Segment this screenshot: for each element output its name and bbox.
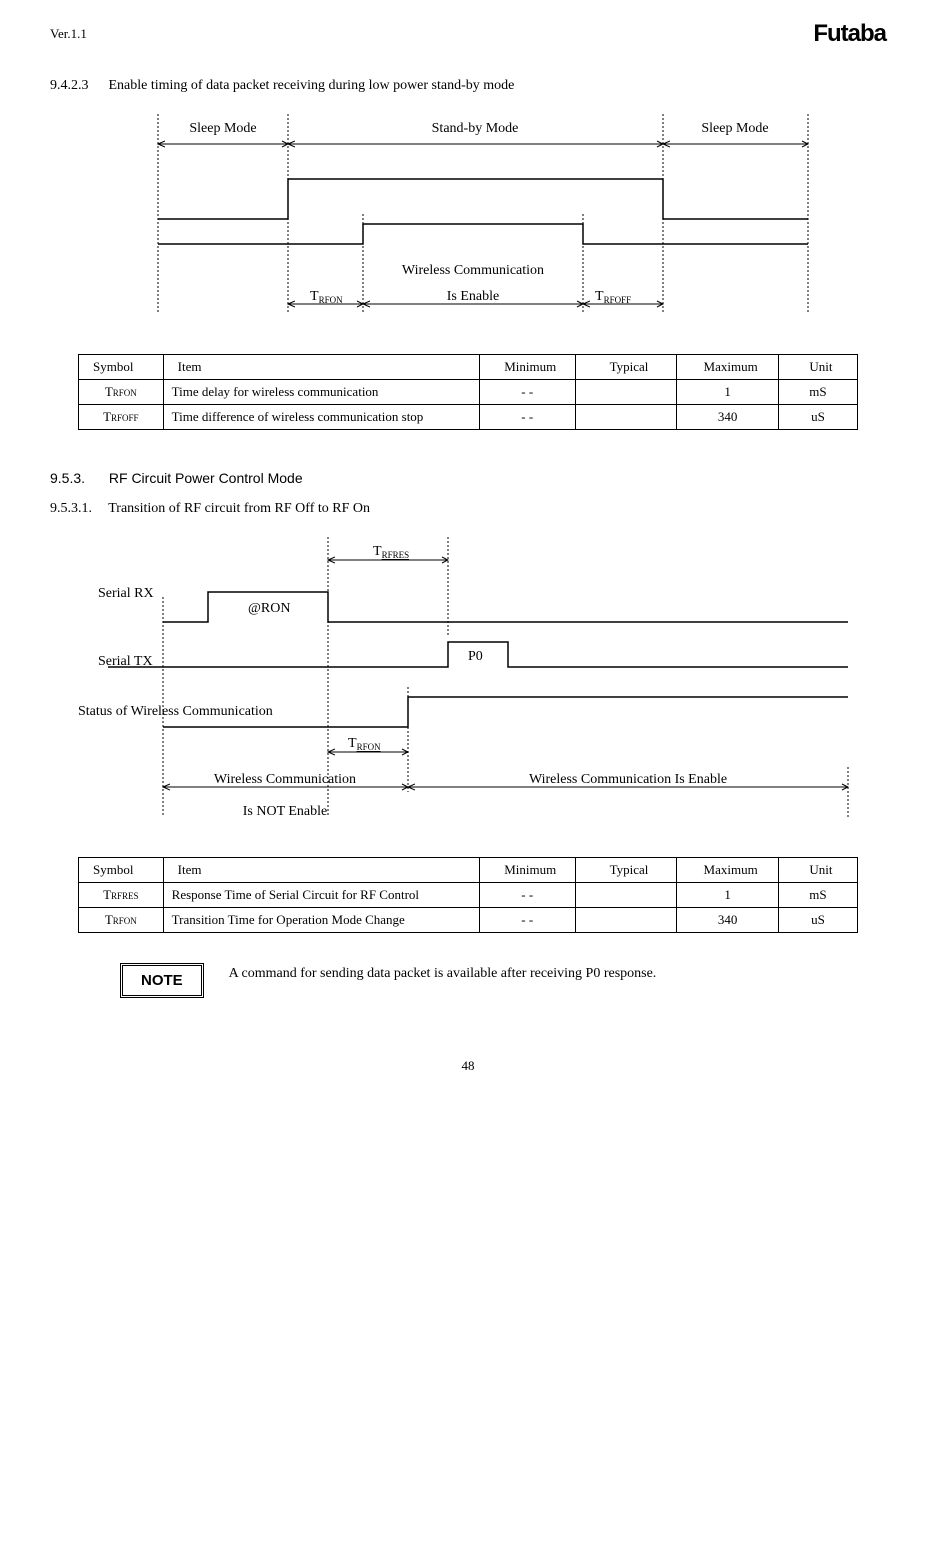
section-9423: 9.4.2.3 Enable timing of data packet rec… xyxy=(50,78,886,94)
cell-min: - - xyxy=(479,883,575,908)
section-title: Enable timing of data packet receiving d… xyxy=(109,78,515,93)
th-unit: Unit xyxy=(778,858,857,883)
cell-min: - - xyxy=(479,908,575,933)
section-title: Transition of RF circuit from RF Off to … xyxy=(108,501,370,516)
section-9531: 9.5.3.1. Transition of RF circuit from R… xyxy=(50,501,886,517)
table-row: TRFOFF Time difference of wireless commu… xyxy=(79,405,858,430)
sleep-mode-left: Sleep Mode xyxy=(189,121,256,136)
trfon-label2: TRFON xyxy=(348,736,381,752)
wireless-comm: Wireless Communication xyxy=(402,263,544,278)
trfoff-label: TRFOFF xyxy=(595,289,631,305)
th-unit: Unit xyxy=(778,355,857,380)
th-max: Maximum xyxy=(677,355,779,380)
cell-typ xyxy=(575,883,677,908)
cell-symbol: TRFON xyxy=(79,380,164,405)
timing-table-2: Symbol Item Minimum Typical Maximum Unit… xyxy=(78,857,858,933)
cell-symbol: TRFON xyxy=(79,908,164,933)
logo: Futaba xyxy=(813,20,886,48)
section-953: 9.5.3. RF Circuit Power Control Mode xyxy=(50,470,886,486)
cell-symbol: TRFOFF xyxy=(79,405,164,430)
cell-item: Time delay for wireless communication xyxy=(163,380,479,405)
cell-max: 340 xyxy=(677,908,779,933)
wc-not-enable2: Is NOT Enable xyxy=(243,804,328,819)
th-symbol: Symbol xyxy=(79,858,164,883)
note-label: NOTE xyxy=(120,963,204,998)
cell-unit: uS xyxy=(778,405,857,430)
table-row: TRFON Time delay for wireless communicat… xyxy=(79,380,858,405)
version-text: Ver.1.1 xyxy=(50,26,87,42)
page-header: Ver.1.1 Futaba xyxy=(50,20,886,48)
cell-typ xyxy=(575,405,677,430)
status-label: Status of Wireless Communication xyxy=(78,704,273,719)
cell-max: 340 xyxy=(677,405,779,430)
note-block: NOTE A command for sending data packet i… xyxy=(120,963,886,998)
cell-max: 1 xyxy=(677,883,779,908)
th-max: Maximum xyxy=(677,858,779,883)
serial-rx-label: Serial RX xyxy=(98,586,154,601)
th-min: Minimum xyxy=(479,355,575,380)
table-row: TRFON Transition Time for Operation Mode… xyxy=(79,908,858,933)
wc-not-enable: Wireless Communication xyxy=(214,772,356,787)
cell-unit: uS xyxy=(778,908,857,933)
cell-typ xyxy=(575,380,677,405)
is-enable: Is Enable xyxy=(447,289,499,304)
cell-min: - - xyxy=(479,405,575,430)
standby-mode: Stand-by Mode xyxy=(432,121,519,136)
th-symbol: Symbol xyxy=(79,355,164,380)
cell-item: Response Time of Serial Circuit for RF C… xyxy=(163,883,479,908)
cell-max: 1 xyxy=(677,380,779,405)
th-typ: Typical xyxy=(575,355,677,380)
th-min: Minimum xyxy=(479,858,575,883)
timing-diagram-1: Sleep Mode Stand-by Mode Sleep Mode Wire… xyxy=(108,114,828,324)
th-item: Item xyxy=(163,858,479,883)
p0-label: P0 xyxy=(468,649,483,664)
th-item: Item xyxy=(163,355,479,380)
cell-item: Time difference of wireless communicatio… xyxy=(163,405,479,430)
note-text: A command for sending data packet is ava… xyxy=(229,963,657,982)
table-row: TRFRES Response Time of Serial Circuit f… xyxy=(79,883,858,908)
section-title: RF Circuit Power Control Mode xyxy=(109,470,303,486)
cell-unit: mS xyxy=(778,883,857,908)
cell-typ xyxy=(575,908,677,933)
wc-enable: Wireless Communication Is Enable xyxy=(529,772,727,787)
cell-unit: mS xyxy=(778,380,857,405)
cell-min: - - xyxy=(479,380,575,405)
table-header-row: Symbol Item Minimum Typical Maximum Unit xyxy=(79,355,858,380)
section-num: 9.5.3.1. xyxy=(50,501,105,517)
trfon-label: TRFON xyxy=(310,289,343,305)
cell-symbol: TRFRES xyxy=(79,883,164,908)
timing-diagram-2: TRFRES Serial RX @RON Serial TX P0 Statu… xyxy=(78,537,858,827)
cell-item: Transition Time for Operation Mode Chang… xyxy=(163,908,479,933)
ron-label: @RON xyxy=(248,601,290,616)
page-number: 48 xyxy=(50,1058,886,1074)
table-header-row: Symbol Item Minimum Typical Maximum Unit xyxy=(79,858,858,883)
section-num: 9.5.3. xyxy=(50,470,105,486)
section-num: 9.4.2.3 xyxy=(50,78,105,94)
timing-table-1: Symbol Item Minimum Typical Maximum Unit… xyxy=(78,354,858,430)
trfres-label: TRFRES xyxy=(373,544,409,560)
th-typ: Typical xyxy=(575,858,677,883)
sleep-mode-right: Sleep Mode xyxy=(701,121,768,136)
